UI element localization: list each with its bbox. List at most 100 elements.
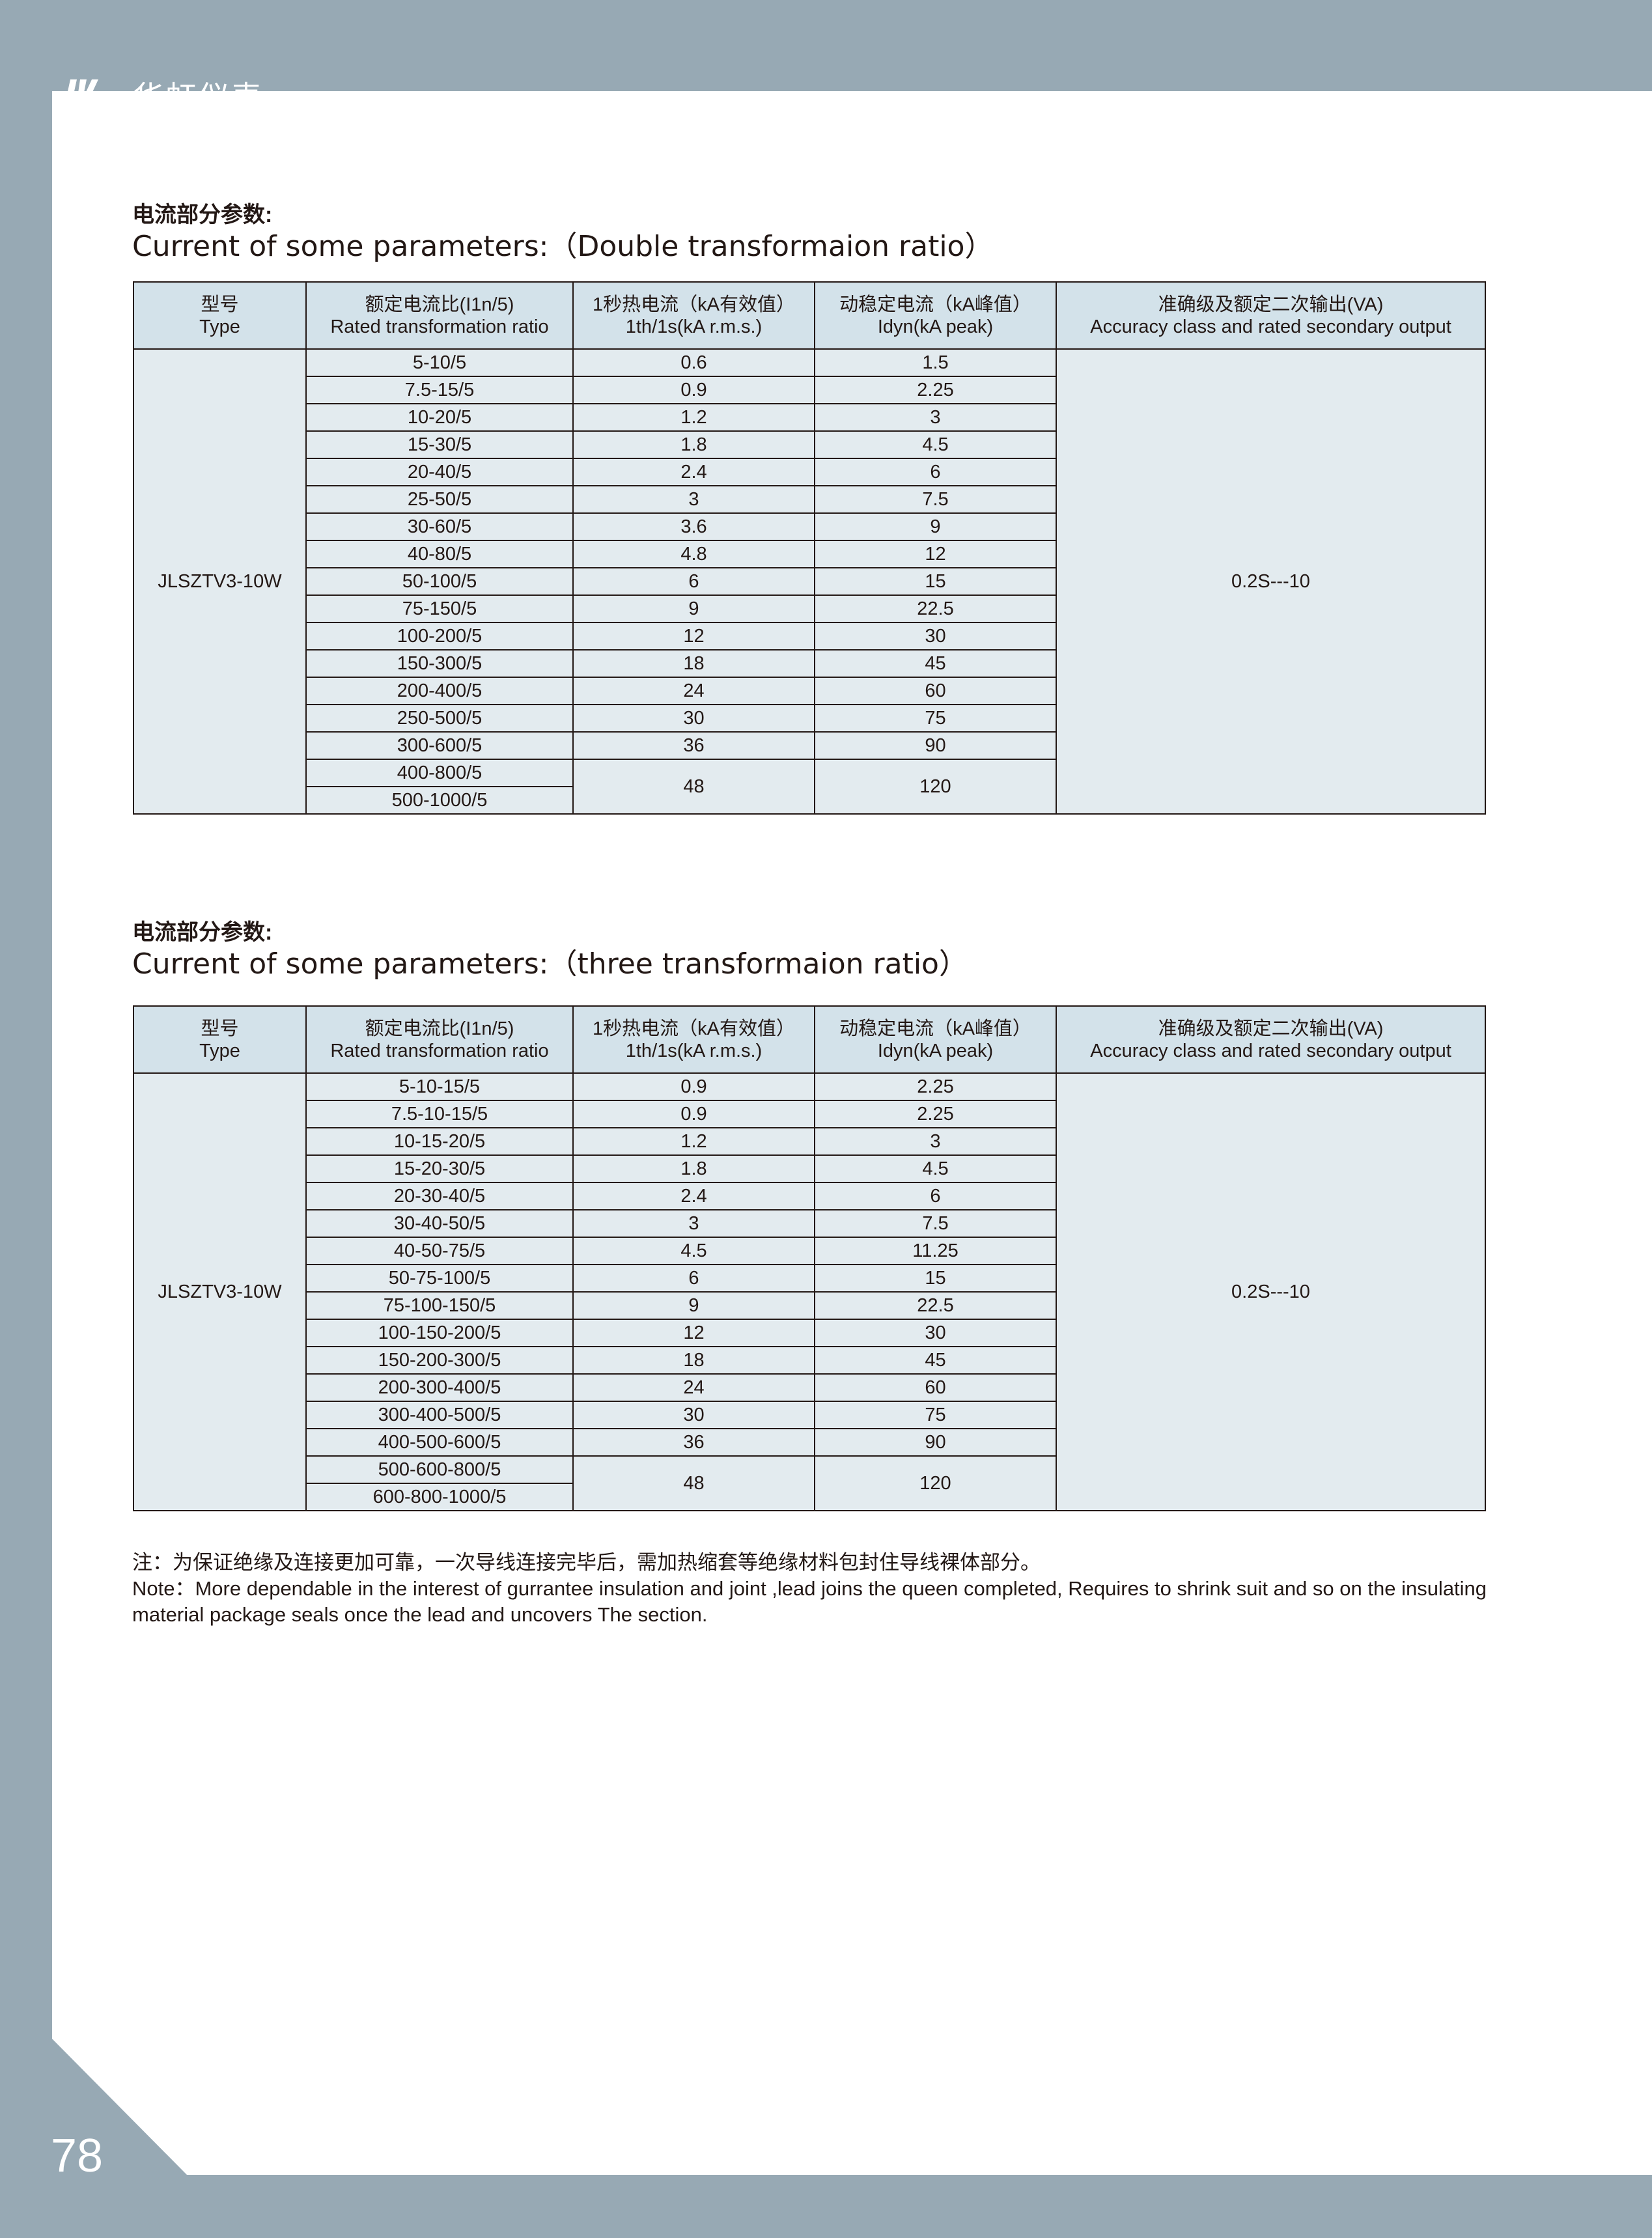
column-header: 1秒热电流（kA有效值） 1th/1s(kA r.m.s.) bbox=[572, 1005, 815, 1074]
idyn-cell: 4.5 bbox=[814, 1154, 1057, 1183]
idyn-cell: 120 bbox=[814, 759, 1057, 815]
table-row: 25-50/5 3 7.5 bbox=[133, 485, 1485, 514]
ith-cell: 6 bbox=[572, 567, 815, 596]
section-title-cn: 电流部分参数: bbox=[132, 203, 273, 227]
ith-cell: 36 bbox=[572, 731, 815, 760]
table-row: 15-30/5 1.8 4.5 bbox=[133, 430, 1485, 459]
table-row: 100-150-200/5 12 30 bbox=[133, 1319, 1485, 1347]
ratio-cell: 400-800/5 bbox=[305, 759, 574, 787]
column-header: 动稳定电流（kA峰值） Idyn(kA peak) bbox=[814, 1005, 1057, 1074]
ith-cell: 30 bbox=[572, 704, 815, 733]
ith-cell: 12 bbox=[572, 622, 815, 650]
idyn-cell: 60 bbox=[814, 1373, 1057, 1402]
idyn-cell: 9 bbox=[814, 512, 1057, 541]
ith-cell: 0.9 bbox=[572, 376, 815, 404]
brand-logo: 华虹仪表 Huahong Instrument bbox=[51, 73, 292, 132]
idyn-cell: 45 bbox=[814, 649, 1057, 678]
ratio-cell: 250-500/5 bbox=[305, 704, 574, 733]
idyn-cell: 45 bbox=[814, 1346, 1057, 1375]
note: 注：为保证绝缘及连接更加可靠，一次导线连接完毕后，需加热缩套等绝缘材料包封住导线… bbox=[132, 1550, 1500, 1628]
note-cn: 注：为保证绝缘及连接更加可靠，一次导线连接完毕后，需加热缩套等绝缘材料包封住导线… bbox=[132, 1551, 1041, 1574]
section-title-cn: 电流部分参数: bbox=[132, 920, 273, 945]
table-row: 7.5-15/5 0.9 2.25 bbox=[133, 376, 1485, 404]
table-row: 40-80/5 4.8 12 bbox=[133, 540, 1485, 568]
ith-cell: 48 bbox=[572, 759, 815, 815]
table-row: 600-800-1000/5 bbox=[133, 1483, 1485, 1511]
ratio-cell: 50-75-100/5 bbox=[305, 1264, 574, 1293]
ith-cell: 6 bbox=[572, 1264, 815, 1293]
column-header: 动稳定电流（kA峰值） Idyn(kA peak) bbox=[814, 281, 1057, 350]
ratio-cell: 300-400-500/5 bbox=[305, 1401, 574, 1429]
table-row: 500-600-800/5 48 120 bbox=[133, 1455, 1485, 1511]
ith-cell: 1.2 bbox=[572, 1127, 815, 1156]
ith-cell: 18 bbox=[572, 1346, 815, 1375]
ratio-cell: 25-50/5 bbox=[305, 485, 574, 514]
table-row: 10-20/5 1.2 3 bbox=[133, 403, 1485, 432]
ratio-cell: 40-80/5 bbox=[305, 540, 574, 568]
accuracy-cell: 0.2S---10 bbox=[1056, 1072, 1486, 1511]
accuracy-cell: 0.2S---10 bbox=[1056, 348, 1486, 815]
column-header: 额定电流比(I1n/5) Rated transformation ratio bbox=[305, 281, 574, 350]
ratio-cell: 15-30/5 bbox=[305, 430, 574, 459]
ratio-cell: 10-15-20/5 bbox=[305, 1127, 574, 1156]
ith-cell: 3.6 bbox=[572, 512, 815, 541]
ith-cell: 1.8 bbox=[572, 1154, 815, 1183]
table-row: 300-400-500/5 30 75 bbox=[133, 1401, 1485, 1429]
table-row: 150-200-300/5 18 45 bbox=[133, 1346, 1485, 1375]
ratio-cell: 50-100/5 bbox=[305, 567, 574, 596]
table-row: 150-300/5 18 45 bbox=[133, 649, 1485, 678]
idyn-cell: 15 bbox=[814, 567, 1057, 596]
idyn-cell: 90 bbox=[814, 1428, 1057, 1457]
ratio-cell: 20-30-40/5 bbox=[305, 1182, 574, 1210]
idyn-cell: 75 bbox=[814, 704, 1057, 733]
column-header: 1秒热电流（kA有效值） 1th/1s(kA r.m.s.) bbox=[572, 281, 815, 350]
table-row: 30-60/5 3.6 9 bbox=[133, 512, 1485, 541]
ratio-cell: 200-400/5 bbox=[305, 677, 574, 705]
ratio-cell: 7.5-10-15/5 bbox=[305, 1100, 574, 1128]
idyn-cell: 15 bbox=[814, 1264, 1057, 1293]
ith-cell: 36 bbox=[572, 1428, 815, 1457]
table-row: 250-500/5 30 75 bbox=[133, 704, 1485, 733]
table-row: 40-50-75/5 4.5 11.25 bbox=[133, 1237, 1485, 1265]
ratio-cell: 100-150-200/5 bbox=[305, 1319, 574, 1347]
type-cell: JLSZTV3-10W bbox=[133, 348, 307, 815]
idyn-cell: 22.5 bbox=[814, 594, 1057, 623]
ith-cell: 24 bbox=[572, 1373, 815, 1402]
table-row: JLSZTV3-10W 5-10-15/5 0.9 2.25 0.2S---10 bbox=[133, 1072, 1486, 1511]
ith-cell: 0.9 bbox=[572, 1072, 815, 1101]
ratio-cell: 400-500-600/5 bbox=[305, 1428, 574, 1457]
ith-cell: 18 bbox=[572, 649, 815, 678]
idyn-cell: 2.25 bbox=[814, 1100, 1057, 1128]
ratio-cell: 100-200/5 bbox=[305, 622, 574, 650]
table-row: 7.5-10-15/5 0.9 2.25 bbox=[133, 1100, 1485, 1128]
column-header: 型号 Type bbox=[133, 1005, 307, 1074]
ith-cell: 1.8 bbox=[572, 430, 815, 459]
section-title-en: Current of some parameters:（Double trans… bbox=[132, 230, 994, 263]
column-header: 额定电流比(I1n/5) Rated transformation ratio bbox=[305, 1005, 574, 1074]
table-row: 75-100-150/5 9 22.5 bbox=[133, 1291, 1485, 1320]
table-row: 15-20-30/5 1.8 4.5 bbox=[133, 1154, 1485, 1183]
idyn-cell: 22.5 bbox=[814, 1291, 1057, 1320]
ith-cell: 3 bbox=[572, 1209, 815, 1238]
ith-cell: 3 bbox=[572, 485, 815, 514]
idyn-cell: 1.5 bbox=[814, 348, 1057, 377]
idyn-cell: 4.5 bbox=[814, 430, 1057, 459]
column-header: 准确级及额定二次输出(VA) Accuracy class and rated s… bbox=[1056, 281, 1486, 350]
ratio-cell: 30-40-50/5 bbox=[305, 1209, 574, 1238]
type-cell: JLSZTV3-10W bbox=[133, 1072, 307, 1511]
table-row: 20-30-40/5 2.4 6 bbox=[133, 1182, 1485, 1210]
ratio-cell: 10-20/5 bbox=[305, 403, 574, 432]
ratio-cell: 150-200-300/5 bbox=[305, 1346, 574, 1375]
idyn-cell: 75 bbox=[814, 1401, 1057, 1429]
idyn-cell: 3 bbox=[814, 1127, 1057, 1156]
ratio-cell: 75-100-150/5 bbox=[305, 1291, 574, 1320]
ratio-cell: 200-300-400/5 bbox=[305, 1373, 574, 1402]
section-title-en: Current of some parameters:（three transf… bbox=[132, 947, 968, 981]
hk-logo-icon bbox=[53, 79, 126, 131]
table-row: 75-150/5 9 22.5 bbox=[133, 594, 1485, 623]
ith-cell: 4.5 bbox=[572, 1237, 815, 1265]
ratio-cell: 7.5-15/5 bbox=[305, 376, 574, 404]
ith-cell: 24 bbox=[572, 677, 815, 705]
idyn-cell: 30 bbox=[814, 622, 1057, 650]
parameters-table-three: 型号 Type 额定电流比(I1n/5) Rated transformation r… bbox=[133, 1005, 1486, 1511]
